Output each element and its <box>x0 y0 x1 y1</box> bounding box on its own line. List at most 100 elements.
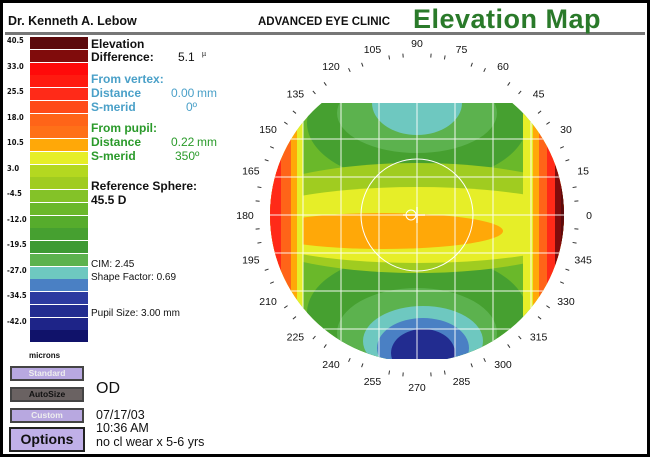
pupil-heading: From pupil: <box>91 121 157 135</box>
pupil-circle <box>360 158 474 272</box>
angle-label: 45 <box>533 88 545 100</box>
scale-swatch <box>30 228 88 241</box>
angle-tick <box>483 67 486 73</box>
angle-label: 150 <box>259 124 277 136</box>
scale-swatch <box>30 330 88 343</box>
scale-swatch <box>30 317 88 330</box>
angle-tick <box>565 268 570 271</box>
angle-tick <box>518 335 522 340</box>
angle-label: 165 <box>242 165 260 177</box>
angle-tick <box>388 370 391 375</box>
angle-tick <box>264 159 269 162</box>
angle-tick <box>546 305 550 309</box>
angle-tick <box>559 281 565 284</box>
angle-tick <box>537 316 542 320</box>
scale-swatch <box>30 139 88 151</box>
options-button[interactable]: Options <box>9 427 85 452</box>
angle-tick <box>257 186 262 189</box>
scale-swatch <box>30 202 88 215</box>
angle-label: 135 <box>287 88 305 100</box>
angle-label: 330 <box>557 296 575 308</box>
difference-unit: µ <box>202 51 207 58</box>
angle-tick <box>257 241 262 244</box>
pupil-smerid-label: S-merid <box>91 149 136 163</box>
header-divider <box>5 32 645 35</box>
topography-window: Dr. Kenneth A. Lebow ADVANCED EYE CLINIC… <box>3 3 647 454</box>
angle-tick <box>361 363 364 368</box>
angle-tick <box>470 363 473 368</box>
reference-sphere-value: 45.5 D <box>91 193 127 207</box>
scale-label: -27.0 <box>7 265 27 275</box>
scale-label: 18.0 <box>7 112 24 122</box>
angle-tick <box>269 281 275 284</box>
angle-tick <box>348 67 351 73</box>
cim-value: CIM: 2.45 <box>91 259 135 270</box>
angle-tick <box>507 344 511 348</box>
angle-label: 210 <box>259 296 277 308</box>
angle-tick <box>518 90 522 95</box>
angle-tick <box>312 90 316 95</box>
scale-swatch <box>30 88 88 100</box>
angle-label: 15 <box>577 165 589 177</box>
pupil-size: Pupil Size: 3.00 mm <box>91 308 180 319</box>
elevation-map: 0 15 30 45 60 75 90 105 120 135 150 165 180 195 210 225… <box>236 38 592 394</box>
exam-note: no cl wear x 5-6 yrs <box>96 435 205 449</box>
difference-value: 5.1 <box>178 50 195 64</box>
pupil-distance-label: Distance <box>91 135 142 149</box>
angle-label: 270 <box>408 382 426 394</box>
pupil-smerid: 350º <box>175 149 200 163</box>
angle-tick <box>323 344 327 348</box>
scale-swatch <box>30 177 88 190</box>
angle-tick <box>559 146 565 149</box>
scale-swatch <box>30 113 88 126</box>
scale-swatch <box>30 279 88 292</box>
angle-tick <box>348 357 351 363</box>
scale-swatch <box>30 266 88 279</box>
angle-label: 120 <box>322 61 340 73</box>
angle-label: 30 <box>560 124 572 136</box>
scale-label: -34.5 <box>7 291 27 300</box>
scale-label: 10.5 <box>7 138 24 147</box>
scale-swatch <box>30 241 88 253</box>
angle-tick <box>264 268 269 271</box>
angle-tick <box>572 186 577 189</box>
scale-swatch <box>30 126 88 139</box>
angle-label: 0 <box>586 210 592 222</box>
angle-tick <box>483 357 486 363</box>
vertex-heading: From vertex: <box>91 72 164 86</box>
doctor-name: Dr. Kenneth A. Lebow <box>8 14 137 28</box>
scale-label: 40.5 <box>7 36 24 45</box>
scale-swatch <box>30 49 88 62</box>
angle-label: 60 <box>497 61 509 73</box>
angle-tick <box>323 82 327 86</box>
angle-tick <box>443 370 446 375</box>
scale-label: 3.0 <box>7 163 20 173</box>
exam-time: 10:36 AM <box>96 421 149 435</box>
angle-label: 345 <box>574 255 592 267</box>
angle-tick <box>361 62 364 67</box>
angle-tick <box>388 55 391 60</box>
scale-label: 33.0 <box>7 61 24 71</box>
angle-tick <box>572 241 577 244</box>
custom-button[interactable]: Custom <box>10 408 84 423</box>
vertex-distance-label: Distance <box>91 86 142 100</box>
angle-tick <box>292 110 297 114</box>
scale-label: -42.0 <box>7 316 27 326</box>
pupil-distance-unit: mm <box>197 135 217 149</box>
autosize-button[interactable]: AutoSize <box>10 387 84 402</box>
angle-tick <box>292 316 297 320</box>
angle-label: 180 <box>236 210 254 222</box>
angle-tick <box>537 110 542 114</box>
standard-button[interactable]: Standard <box>10 366 84 381</box>
reference-sphere-label: Reference Sphere: <box>91 179 198 193</box>
difference-label: Difference: <box>91 50 154 64</box>
vertex-smerid: 0º <box>186 100 198 114</box>
angle-label: 90 <box>411 38 423 50</box>
scale-swatch <box>30 151 88 164</box>
scale-label: 25.5 <box>7 87 24 96</box>
angle-tick <box>443 55 446 60</box>
scale-swatch <box>30 37 88 49</box>
angle-ticks: 0 15 30 45 60 75 90 105 120 135 150 165 180 195 210 225… <box>236 38 592 394</box>
vertex-crosshair <box>403 207 425 223</box>
vertex-distance: 0.00 <box>171 86 195 100</box>
